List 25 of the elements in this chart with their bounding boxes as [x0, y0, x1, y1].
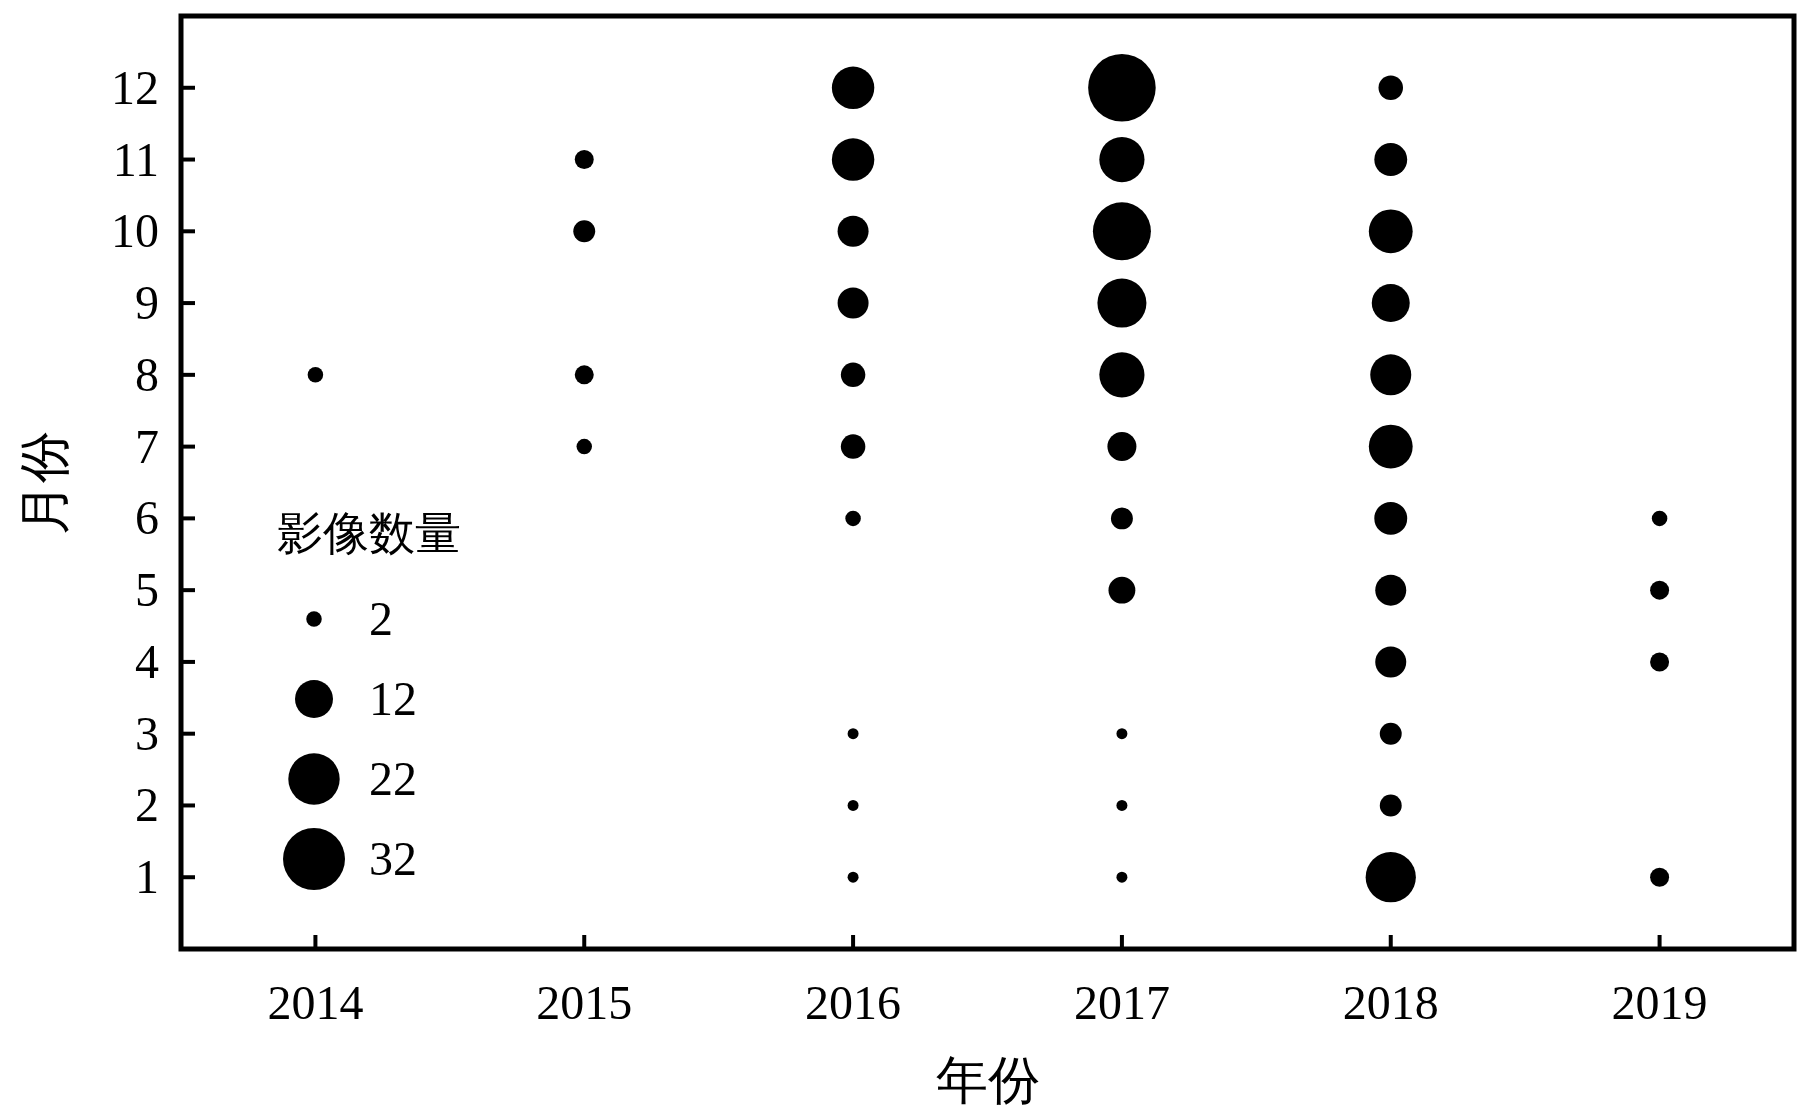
- x-tick-label: 2016: [805, 976, 902, 1029]
- legend-title: 影像数量: [277, 506, 461, 560]
- y-tick-label: 6: [135, 491, 159, 545]
- x-tick-label: 2015: [536, 976, 633, 1029]
- y-tick-label: 8: [135, 347, 159, 401]
- y-tick-label: 7: [135, 419, 159, 473]
- legend-label: 2: [369, 592, 393, 645]
- y-tick-label: 3: [135, 706, 159, 760]
- x-tick-label: 2019: [1611, 976, 1708, 1029]
- y-tick-label: 9: [135, 276, 159, 330]
- legend-label: 12: [369, 672, 417, 725]
- y-axis-title: 月份: [14, 430, 74, 535]
- x-tick-label: 2014: [267, 976, 364, 1029]
- y-tick-label: 5: [135, 563, 159, 617]
- x-axis-title: 年份: [935, 1050, 1040, 1110]
- y-tick-label: 11: [112, 132, 159, 186]
- legend-label: 32: [369, 832, 417, 885]
- y-tick-label: 4: [135, 634, 159, 688]
- legend-label: 22: [369, 752, 417, 805]
- y-tick-label: 12: [111, 60, 159, 114]
- y-tick-label: 2: [135, 778, 159, 832]
- x-tick-label: 2018: [1342, 976, 1439, 1029]
- y-tick-label: 10: [111, 204, 159, 258]
- x-tick-label: 2017: [1073, 976, 1170, 1029]
- y-tick-label: 1: [135, 850, 159, 904]
